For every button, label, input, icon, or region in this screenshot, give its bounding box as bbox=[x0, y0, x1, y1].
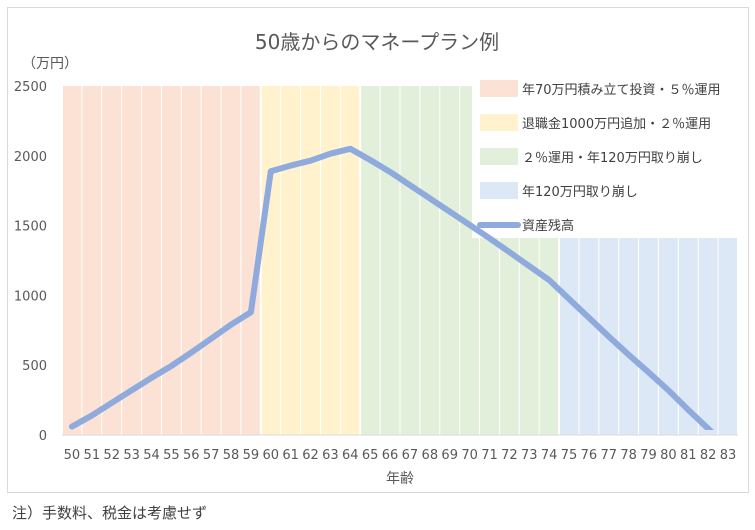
x-tick-label: 79 bbox=[640, 448, 657, 463]
x-tick-label: 56 bbox=[183, 448, 200, 463]
x-axis-label: 年齢 bbox=[386, 471, 414, 487]
x-tick-label: 55 bbox=[163, 448, 180, 463]
x-tick-label: 63 bbox=[322, 448, 339, 463]
legend-label: 資産残高 bbox=[522, 218, 574, 234]
x-tick-label: 62 bbox=[302, 448, 319, 463]
x-tick-label: 53 bbox=[123, 448, 140, 463]
x-tick-label: 71 bbox=[481, 448, 498, 463]
x-tick-label: 50 bbox=[64, 448, 81, 463]
series-line-asset-balance bbox=[68, 145, 714, 430]
y-tick-label: 500 bbox=[22, 359, 47, 374]
x-tick-label: 80 bbox=[660, 448, 677, 463]
x-tick-label: 74 bbox=[541, 448, 558, 463]
x-tick-label: 82 bbox=[700, 448, 717, 463]
legend-label: 年70万円積み立て投資・５％運用 bbox=[522, 82, 721, 98]
y-tick-label: 1500 bbox=[14, 220, 47, 235]
x-tick-label: 57 bbox=[203, 448, 220, 463]
x-tick-label: 68 bbox=[422, 448, 439, 463]
x-tick-label: 69 bbox=[441, 448, 458, 463]
footnote: 注）手数料、税金は考慮せず bbox=[12, 504, 208, 522]
legend-label: 年120万円取り崩し bbox=[522, 185, 638, 200]
x-tick-label: 75 bbox=[561, 448, 578, 463]
x-tick-label: 64 bbox=[342, 448, 359, 463]
x-tick-label: 81 bbox=[680, 448, 697, 463]
legend-label: 退職金1000万円追加・２％運用 bbox=[522, 116, 711, 132]
chart-title: 50歳からのマネープラン例 bbox=[255, 30, 499, 54]
x-tick-label: 70 bbox=[461, 448, 478, 463]
x-tick-label: 73 bbox=[521, 448, 538, 463]
x-tick-label: 72 bbox=[501, 448, 518, 463]
y-tick-label: 1000 bbox=[14, 289, 47, 304]
x-tick-label: 83 bbox=[720, 448, 737, 463]
x-tick-label: 61 bbox=[282, 448, 299, 463]
band-2 bbox=[261, 86, 360, 435]
y-tick-label: 0 bbox=[39, 429, 47, 444]
x-tick-label: 65 bbox=[362, 448, 379, 463]
x-tick-label: 78 bbox=[620, 448, 637, 463]
x-tick-label: 76 bbox=[581, 448, 598, 463]
legend-swatch-band bbox=[480, 148, 518, 165]
y-axis-label: （万円） bbox=[22, 56, 78, 72]
x-tick-label: 67 bbox=[402, 448, 419, 463]
x-tick-label: 51 bbox=[84, 448, 101, 463]
money-plan-chart: 0 500 1000 1500 2000 2500 年70万円積み立て投資・５％運用退職金1… bbox=[14, 30, 738, 487]
y-tick-label: 2000 bbox=[14, 150, 47, 165]
x-tick-label: 59 bbox=[243, 448, 260, 463]
x-tick-label: 77 bbox=[600, 448, 617, 463]
x-tick-label: 60 bbox=[262, 448, 279, 463]
legend-label: ２％運用・年120万円取り崩し bbox=[522, 151, 703, 166]
x-tick-label: 54 bbox=[143, 448, 160, 463]
legend-swatch-band bbox=[480, 80, 518, 97]
x-tick-label: 52 bbox=[103, 448, 120, 463]
legend-swatch-band bbox=[480, 114, 518, 131]
x-tick-label: 66 bbox=[382, 448, 399, 463]
x-tick-label: 58 bbox=[223, 448, 240, 463]
y-tick-label: 2500 bbox=[14, 80, 47, 95]
legend-swatch-band bbox=[480, 182, 518, 199]
